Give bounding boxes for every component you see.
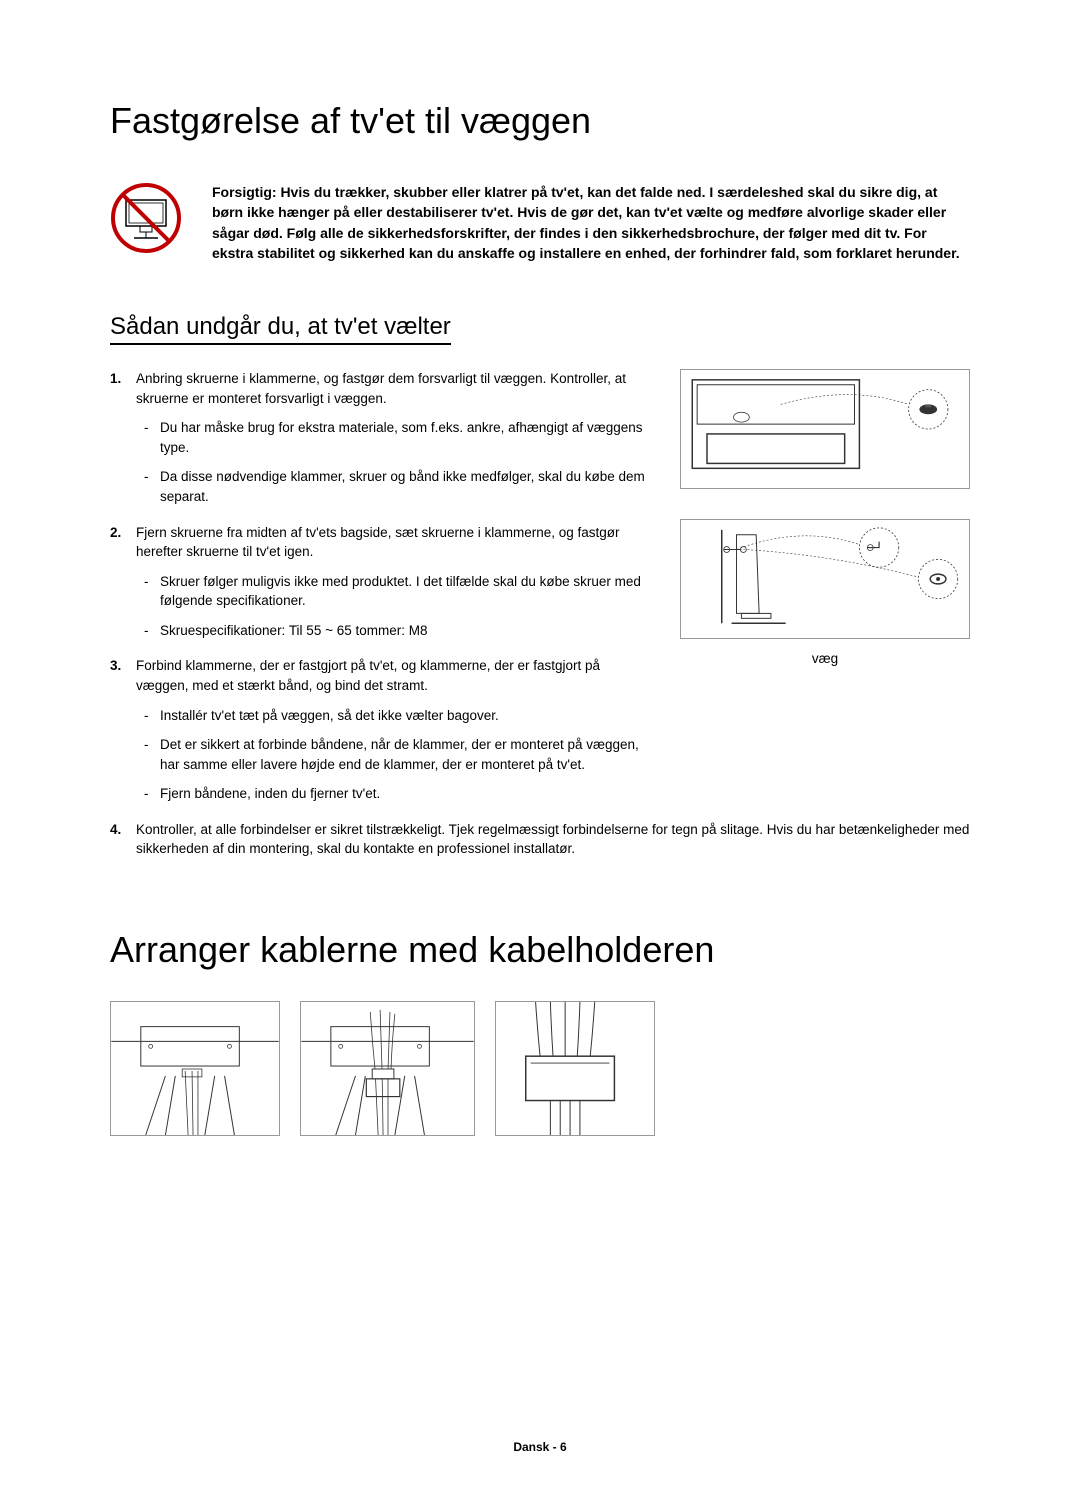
step-2: Fjern skruerne fra midten af tv'ets bags… (110, 523, 650, 641)
cable-heading: Arranger kablerne med kabelholderen (110, 929, 970, 971)
image-column: væg (680, 369, 970, 820)
cable-image-1 (110, 1001, 280, 1136)
step-3-text: Forbind klammerne, der er fastgjort på t… (136, 658, 600, 693)
step-3: Forbind klammerne, der er fastgjort på t… (110, 656, 650, 803)
step-3-sub-3: Fjern båndene, inden du fjerner tv'et. (136, 784, 650, 804)
diagram-label: væg (680, 651, 970, 666)
warning-section: Forsigtig: Hvis du trækker, skubber elle… (110, 182, 970, 263)
step-4: Kontroller, at alle forbindelser er sikr… (110, 820, 970, 859)
sub-heading: Sådan undgår du, at tv'et vælter (110, 313, 451, 345)
diagram-tv-wall-side (680, 519, 970, 639)
step-1-sub-1: Du har måske brug for ekstra materiale, … (136, 418, 650, 457)
warning-prefix: Forsigtig: (212, 184, 280, 200)
step-1-sublist: Du har måske brug for ekstra materiale, … (136, 418, 650, 506)
step-1-text: Anbring skruerne i klammerne, og fastgør… (136, 371, 626, 406)
steps-list: Anbring skruerne i klammerne, og fastgør… (110, 369, 650, 804)
main-heading: Fastgørelse af tv'et til væggen (110, 100, 970, 142)
step-3-sublist: Installér tv'et tæt på væggen, så det ik… (136, 706, 650, 804)
step-3-sub-1: Installér tv'et tæt på væggen, så det ik… (136, 706, 650, 726)
text-column: Anbring skruerne i klammerne, og fastgør… (110, 369, 650, 820)
warning-text: Forsigtig: Hvis du trækker, skubber elle… (212, 182, 970, 263)
step-2-text: Fjern skruerne fra midten af tv'ets bags… (136, 525, 620, 560)
content-row: Anbring skruerne i klammerne, og fastgør… (110, 369, 970, 820)
page-footer: Dansk - 6 (0, 1440, 1080, 1454)
step-3-sub-2: Det er sikkert at forbinde båndene, når … (136, 735, 650, 774)
step-1-sub-2: Da disse nødvendige klammer, skruer og b… (136, 467, 650, 506)
prohibit-tv-icon (110, 182, 182, 254)
cable-image-3 (495, 1001, 655, 1136)
warning-body: Hvis du trækker, skubber eller klatrer p… (212, 184, 960, 261)
steps-list-continued: Kontroller, at alle forbindelser er sikr… (110, 820, 970, 859)
step-1: Anbring skruerne i klammerne, og fastgør… (110, 369, 650, 506)
step-4-text: Kontroller, at alle forbindelser er sikr… (136, 822, 969, 857)
step-2-sublist: Skruer følger muligvis ikke med produkte… (136, 572, 650, 641)
step-2-sub-2: Skruespecifikationer: Til 55 ~ 65 tommer… (136, 621, 650, 641)
step-2-sub-1: Skruer følger muligvis ikke med produkte… (136, 572, 650, 611)
diagram-tv-wall-front (680, 369, 970, 489)
cable-images-row (110, 1001, 970, 1136)
cable-image-2 (300, 1001, 475, 1136)
